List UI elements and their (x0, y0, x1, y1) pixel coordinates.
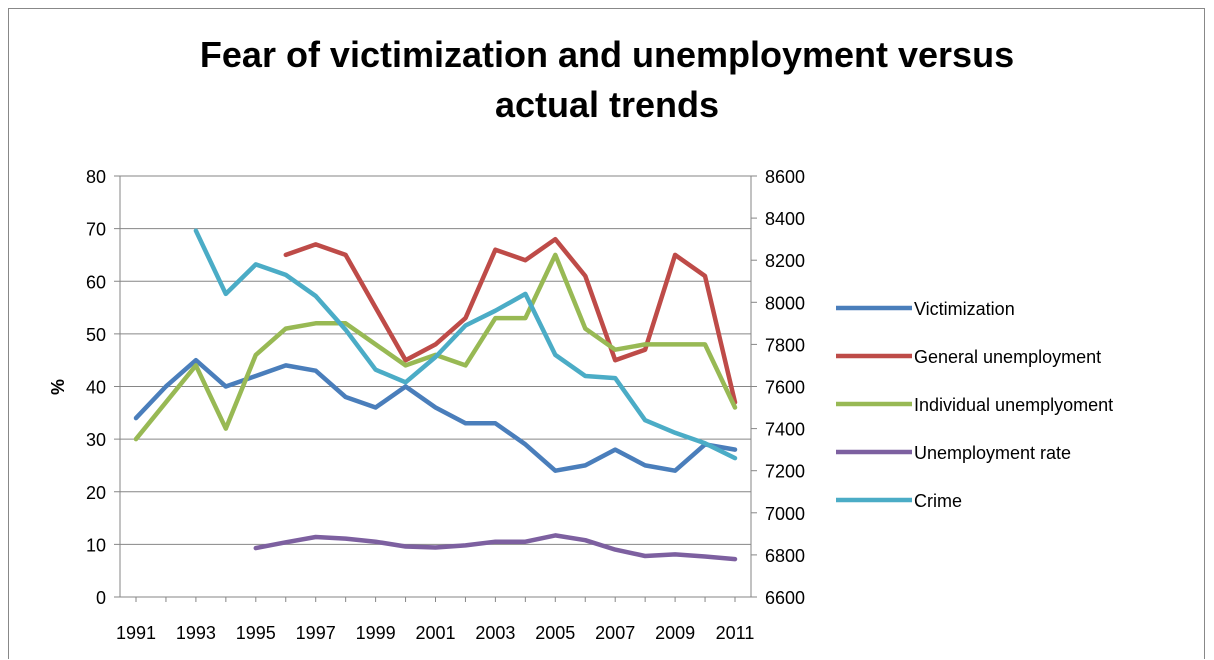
x-tick-label: 1993 (176, 623, 216, 643)
y2-tick-label: 7200 (765, 462, 805, 482)
legend-label: Crime (914, 491, 962, 511)
axes: 0 10 20 30 40 50 60 70 80 6600 6800 7000 7200 7400 760… (86, 167, 805, 643)
x-tick-label: 2007 (595, 623, 635, 643)
legend-label: Victimization (914, 299, 1015, 319)
series-line (283, 236, 738, 405)
x-tick-label: 2009 (655, 623, 695, 643)
y-tick-label: 80 (86, 167, 106, 187)
x-tick-label: 2011 (716, 623, 755, 643)
chart-title-line-1: Fear of victimization and unemployment v… (199, 34, 1015, 75)
y2-tick-label: 6600 (765, 588, 805, 608)
x-tick-label: 1995 (236, 623, 276, 643)
y2-tick-label: 8000 (765, 293, 805, 313)
y2-tick-label: 6800 (765, 546, 805, 566)
y-tick-label: 20 (86, 483, 106, 503)
x-tick-label: 2003 (475, 623, 515, 643)
series-lines (133, 228, 738, 562)
gridlines (120, 175, 751, 545)
series-line (253, 533, 738, 562)
series-line (133, 357, 738, 473)
y-tick-label: 10 (86, 535, 106, 555)
x-tick-label: 1991 (116, 623, 156, 643)
y-tick-label: 70 (86, 220, 106, 240)
y-tick-label: 50 (86, 325, 106, 345)
legend: Victimization General unemployment Individ… (836, 299, 1113, 511)
y-axis-label: % (48, 379, 68, 395)
series-line (193, 228, 738, 461)
legend-label: Individual unemplyoment (914, 395, 1113, 415)
y-tick-label: 30 (86, 430, 106, 450)
y-tick-label: 60 (86, 272, 106, 292)
y-tick-label: 0 (96, 588, 106, 608)
chart-title: Fear of victimization and unemployment v… (0, 30, 1214, 130)
y2-tick-label: 7400 (765, 420, 805, 440)
y2-tick-label: 7800 (765, 335, 805, 355)
chart-title-line-2: actual trends (494, 84, 720, 125)
x-tick-label: 1997 (296, 623, 336, 643)
legend-label: Unemployment rate (914, 443, 1071, 463)
y2-tick-label: 8600 (765, 167, 805, 187)
x-tick-label: 1999 (356, 623, 396, 643)
y2-tick-label: 7600 (765, 378, 805, 398)
x-tick-label: 2001 (415, 623, 455, 643)
y-tick-label: 40 (86, 378, 106, 398)
x-tick-label: 2005 (535, 623, 575, 643)
y2-tick-label: 8200 (765, 251, 805, 271)
y2-tick-label: 8400 (765, 209, 805, 229)
y2-tick-label: 7000 (765, 504, 805, 524)
legend-label: General unemployment (914, 347, 1101, 367)
